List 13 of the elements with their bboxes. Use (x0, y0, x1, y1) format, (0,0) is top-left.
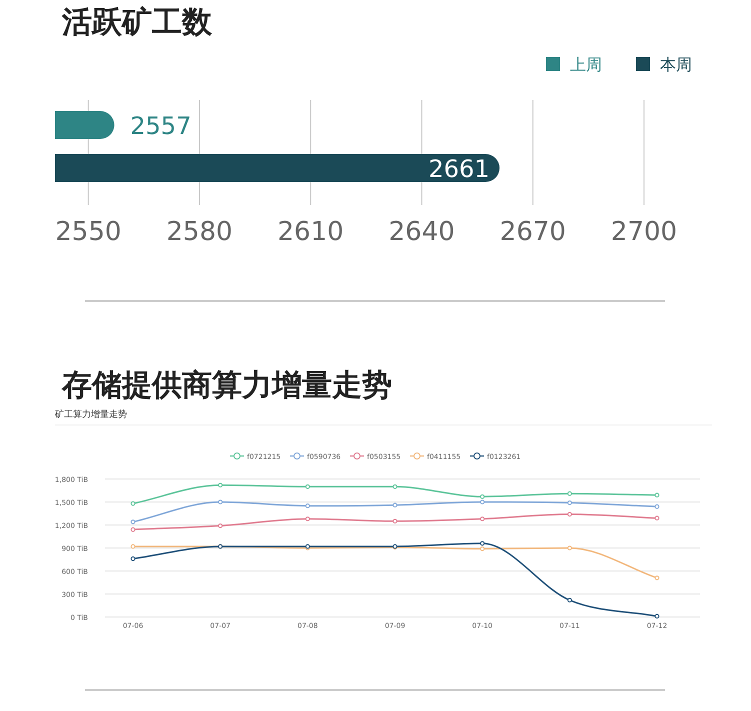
x-tick-label: 2550 (55, 217, 122, 247)
x-tick-label: 2700 (610, 217, 678, 247)
x-tick-label: 2670 (500, 217, 566, 247)
x-tick-label: 2640 (388, 217, 455, 247)
chart-subtitle: 矿工算力增量走势 (54, 409, 127, 420)
chart-title: 活跃矿工数 (61, 5, 213, 40)
data-label: 2557 (130, 112, 192, 140)
data-label: 2661 (428, 155, 490, 183)
chart-title: 存储提供商算力增量走势 (61, 368, 392, 403)
x-tick-label: 2580 (166, 217, 233, 247)
x-tick-label: 2610 (278, 217, 344, 247)
legend-label: 上周 (570, 55, 602, 74)
legend-label: 本周 (660, 55, 692, 74)
